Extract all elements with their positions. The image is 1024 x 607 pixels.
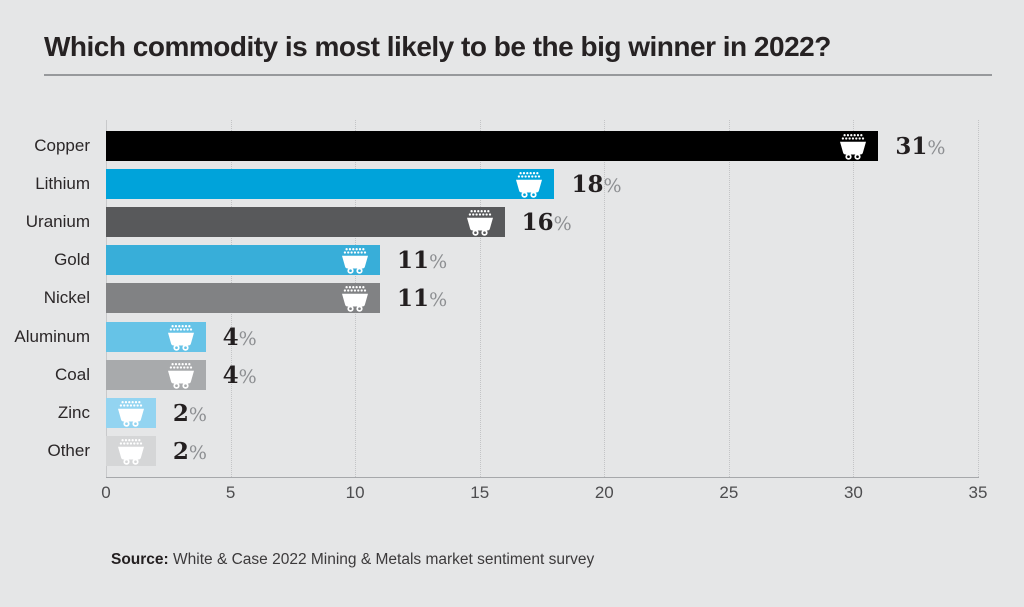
x-gridline [728, 120, 730, 477]
category-label-copper: Copper [34, 136, 90, 155]
category-label-aluminum: Aluminum [14, 326, 90, 346]
page-title: Which commodity is most likely to be the… [44, 31, 831, 62]
x-tick-label: 10 [345, 483, 365, 502]
value-percent-sign: % [238, 365, 257, 388]
x-tick-label: 35 [968, 483, 988, 502]
source-label: Source: [111, 551, 169, 568]
category-label-nickel: Nickel [43, 288, 90, 308]
x-tick-label: 25 [719, 483, 739, 502]
value-percent-sign: % [238, 327, 257, 350]
value-number: 2 [172, 399, 189, 427]
value-label-nickel: 11% [397, 283, 447, 313]
bar-other [106, 435, 156, 466]
x-tick-label: 5 [225, 483, 236, 502]
x-tick-label: 30 [843, 483, 863, 502]
mine-cart-icon [112, 438, 150, 470]
value-percent-sign: % [927, 137, 946, 159]
value-number: 31 [895, 133, 928, 160]
value-number: 4 [222, 361, 239, 389]
mine-cart-icon [162, 362, 200, 394]
value-label-uranium: 16% [522, 207, 572, 237]
mine-cart-icon [510, 171, 548, 203]
bar-coal [106, 359, 206, 390]
title-divider [44, 74, 992, 76]
value-label-other: 2% [173, 436, 207, 466]
mine-cart-icon [834, 133, 872, 165]
x-tick-label: 0 [101, 483, 111, 502]
category-label-uranium: Uranium [25, 212, 90, 232]
category-label-gold: Gold [54, 250, 90, 270]
value-number: 16 [521, 209, 554, 237]
category-label-zinc: Zinc [57, 402, 90, 422]
value-label-copper: 31% [895, 131, 945, 161]
mine-cart-icon [112, 400, 150, 432]
value-label-lithium: 18% [571, 169, 621, 199]
bar-nickel [106, 283, 381, 314]
bar-copper [106, 131, 879, 161]
mine-cart-icon [461, 209, 499, 241]
bar-gold [106, 245, 381, 276]
x-axis-line [106, 477, 979, 478]
value-percent-sign: % [553, 213, 572, 236]
bar-aluminum [106, 321, 206, 352]
x-gridline [853, 120, 855, 477]
value-percent-sign: % [429, 289, 448, 312]
value-label-coal: 4% [223, 360, 257, 390]
mine-cart-icon [162, 324, 200, 356]
value-label-gold: 11% [397, 245, 447, 275]
bar-uranium [106, 207, 505, 238]
bar-lithium [106, 169, 555, 200]
x-tick-label: 20 [594, 483, 614, 502]
value-number: 2 [172, 437, 189, 465]
value-percent-sign: % [429, 251, 448, 274]
x-gridline [978, 120, 979, 477]
value-label-aluminum: 4% [223, 322, 257, 352]
x-gridline [604, 120, 606, 477]
category-label-coal: Coal [55, 364, 90, 384]
value-number: 11 [397, 247, 430, 275]
value-percent-sign: % [188, 403, 207, 426]
value-label-zinc: 2% [173, 398, 207, 428]
mine-cart-icon [336, 247, 374, 279]
value-percent-sign: % [188, 441, 207, 464]
value-percent-sign: % [603, 175, 622, 198]
value-number: 4 [222, 323, 239, 351]
value-number: 18 [571, 171, 604, 199]
mine-cart-icon [336, 285, 374, 317]
bar-zinc [106, 397, 156, 428]
category-label-lithium: Lithium [35, 174, 90, 194]
x-gridline [479, 120, 481, 477]
category-label-other: Other [47, 440, 90, 460]
source-text-value: White & Case 2022 Mining & Metals market… [173, 551, 595, 568]
x-tick-label: 15 [470, 483, 490, 502]
source-note: Source: White & Case 2022 Mining & Metal… [111, 551, 594, 569]
value-number: 11 [397, 285, 430, 313]
